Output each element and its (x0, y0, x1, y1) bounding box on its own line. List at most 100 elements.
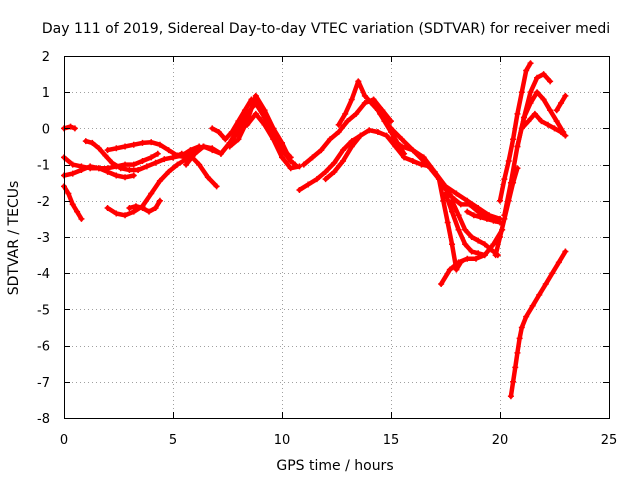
plus-marker (440, 197, 447, 204)
plus-marker (209, 125, 216, 132)
series-31 (553, 92, 569, 114)
plus-marker (527, 100, 534, 107)
plus-marker (547, 107, 554, 114)
plus-marker (300, 161, 307, 168)
plus-marker (152, 205, 159, 212)
plus-marker (95, 165, 102, 172)
plus-marker (67, 123, 74, 130)
axis-ticks (64, 56, 610, 419)
plus-marker (538, 118, 545, 125)
plus-marker (174, 161, 181, 168)
plus-marker (553, 118, 560, 125)
plus-marker (108, 159, 115, 166)
plus-marker (130, 208, 137, 215)
plus-marker (69, 201, 76, 208)
plus-marker (510, 136, 517, 143)
plus-marker (475, 237, 482, 244)
plus-marker (78, 215, 85, 222)
plus-marker (353, 110, 360, 117)
x-axis-title: GPS time / hours (276, 458, 393, 474)
plus-marker (270, 125, 277, 132)
plus-marker (122, 174, 129, 181)
plus-marker (383, 132, 390, 139)
plus-marker (455, 226, 462, 233)
series-16 (300, 96, 394, 168)
plus-marker (213, 183, 220, 190)
plus-marker (183, 161, 190, 168)
plus-marker (357, 132, 364, 139)
series-29 (514, 89, 567, 150)
plus-marker (549, 270, 556, 277)
plus-marker (523, 313, 530, 320)
plus-marker (527, 89, 534, 96)
plus-marker (466, 201, 473, 208)
plus-marker (562, 92, 569, 99)
plus-marker (348, 143, 355, 150)
plus-marker (562, 132, 569, 139)
plus-marker (442, 190, 449, 197)
plus-marker (558, 129, 565, 136)
plus-marker (449, 197, 456, 204)
plus-marker (462, 226, 469, 233)
plus-marker (270, 136, 277, 143)
plus-marker (449, 208, 456, 215)
plus-marker (156, 141, 163, 148)
plus-marker (505, 157, 512, 164)
plus-marker (165, 168, 172, 175)
plus-marker (518, 89, 525, 96)
series-24 (449, 197, 501, 259)
plus-marker (331, 168, 338, 175)
plus-marker (196, 161, 203, 168)
y-tick-label: -5 (37, 303, 50, 318)
plus-marker (309, 154, 316, 161)
plus-marker (135, 167, 142, 174)
plus-marker (534, 74, 541, 81)
plus-marker (536, 291, 543, 298)
plus-marker (444, 219, 451, 226)
plus-marker (518, 125, 525, 132)
plus-marker (525, 118, 532, 125)
plus-marker (377, 110, 384, 117)
plus-marker (241, 107, 248, 114)
plus-marker (514, 110, 521, 117)
plus-marker (78, 167, 85, 174)
y-tick-label: 2 (42, 50, 50, 65)
plus-marker (113, 210, 120, 217)
plus-marker (215, 129, 222, 136)
plus-marker (409, 157, 416, 164)
plus-marker (296, 163, 303, 170)
plus-marker (161, 156, 168, 163)
series-line (105, 156, 189, 218)
plus-marker (340, 147, 347, 154)
plus-marker (204, 174, 211, 181)
plus-marker (497, 234, 503, 240)
y-tick-labels: -8 -7 -6 -5 -4 -3 -2 -1 0 1 2 (37, 50, 50, 427)
plus-marker (453, 266, 460, 273)
plus-marker (139, 139, 146, 146)
x-tick-label: 5 (169, 433, 177, 448)
plus-marker (95, 145, 102, 152)
plus-marker (235, 136, 242, 143)
plus-marker (191, 150, 198, 157)
plus-marker (490, 217, 497, 224)
plus-marker (209, 145, 216, 152)
plus-marker (279, 139, 285, 146)
series-25 (464, 208, 503, 226)
plus-marker (531, 110, 538, 117)
plus-marker (130, 141, 137, 148)
plus-marker (553, 107, 560, 114)
plus-marker (261, 121, 268, 128)
plus-marker (200, 143, 207, 150)
plus-marker (473, 255, 480, 262)
x-tick-label: 20 (492, 433, 509, 448)
plus-marker (427, 165, 434, 172)
series-13 (226, 92, 299, 168)
plus-marker (401, 150, 408, 157)
y-tick-label: -6 (37, 340, 50, 355)
y-tick-label: -3 (37, 231, 50, 246)
plus-marker (252, 110, 259, 117)
plus-marker (82, 138, 89, 145)
y-tick-label: 0 (42, 122, 50, 137)
plus-marker (418, 161, 425, 168)
